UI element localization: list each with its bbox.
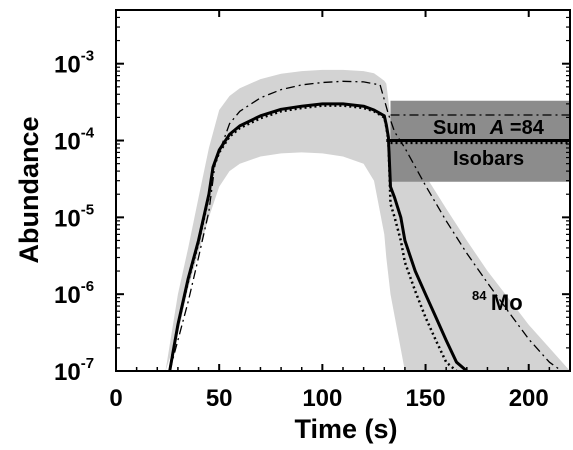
sum-a: A [489, 117, 504, 139]
sum-word: Sum [433, 117, 476, 139]
y-tick-label: 10-6 [54, 278, 94, 309]
x-tick-label: 100 [302, 385, 342, 412]
mo84-symbol: Mo [491, 290, 523, 315]
y-tick-label: 10-7 [54, 355, 94, 386]
x-tick-label: 150 [406, 385, 446, 412]
y-tick-exponent: -5 [81, 201, 94, 218]
mo84-mass: 84 [472, 288, 487, 303]
x-axis-title: Time (s) [294, 414, 397, 444]
isobars-label: Isobars [453, 148, 524, 170]
y-tick-mantissa: 10 [54, 359, 81, 386]
y-tick-exponent: -3 [81, 48, 94, 65]
y-tick-mantissa: 10 [54, 52, 81, 79]
y-tick-mantissa: 10 [54, 205, 81, 232]
x-tick-label: 0 [109, 385, 122, 412]
y-tick-label: 10-5 [54, 201, 94, 232]
sum-eq: =84 [510, 117, 545, 139]
x-tick-label: 50 [206, 385, 233, 412]
y-tick-exponent: -7 [81, 355, 94, 372]
y-tick-label: 10-4 [54, 125, 95, 156]
y-axis-title: Abundance [14, 116, 44, 263]
x-tick-label: 200 [509, 385, 549, 412]
y-tick-label: 10-3 [54, 48, 94, 79]
y-tick-exponent: -6 [81, 278, 94, 295]
y-tick-mantissa: 10 [54, 129, 81, 156]
y-tick-exponent: -4 [81, 125, 95, 142]
y-tick-mantissa: 10 [54, 282, 81, 309]
